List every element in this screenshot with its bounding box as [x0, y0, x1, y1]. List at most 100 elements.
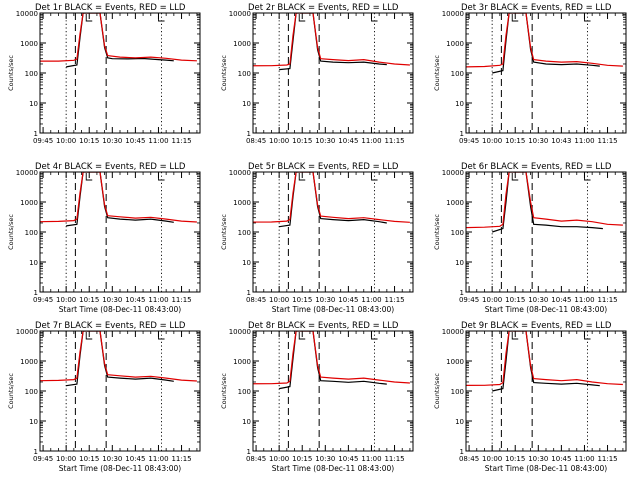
- x-tick-label: 11:00: [574, 455, 594, 463]
- x-tick-label: 11:15: [384, 137, 404, 145]
- detector-panel: Det 5r BLACK = Events, RED = LLD Counts/s…: [220, 162, 414, 314]
- flag-marker: [158, 332, 165, 340]
- panel-title: Det 3r BLACK = Events, RED = LLD: [461, 3, 612, 13]
- x-tick-label: 11:15: [171, 455, 191, 463]
- flag-marker: [298, 14, 306, 22]
- x-tick-label: 10:15: [505, 296, 525, 304]
- y-tick-label: 100: [238, 229, 251, 237]
- y-tick-label: 10: [29, 259, 38, 267]
- x-tick-label: 10:15: [292, 455, 312, 463]
- x-tick-label: 10:30: [315, 296, 335, 304]
- detector-panel: Det 6r BLACK = Events, RED = LLD Counts/s…: [433, 162, 627, 314]
- flag-marker: [85, 332, 93, 340]
- x-tick-label: 10:15: [292, 296, 312, 304]
- series-group: [253, 172, 410, 228]
- y-tick-label: 1: [34, 130, 38, 138]
- series-line-lld: [40, 13, 197, 62]
- x-axis-label: Start Time (08-Dec-11 08:43:00): [59, 305, 181, 314]
- x-tick-label: 10:30: [528, 455, 548, 463]
- x-tick-label: 11:00: [361, 455, 381, 463]
- flag-marker: [584, 332, 591, 340]
- x-tick-label: 09:45: [459, 137, 479, 145]
- y-tick-label: 1: [247, 448, 251, 456]
- flag-marker: [85, 14, 93, 22]
- x-tick-label: 10:45: [125, 296, 145, 304]
- x-tick-label: 10:30: [528, 137, 548, 145]
- y-tick-label: 10000: [229, 169, 251, 177]
- y-tick-label: 1: [34, 448, 38, 456]
- y-tick-label: 10000: [16, 328, 38, 336]
- x-tick-label: 10:30: [102, 296, 122, 304]
- series-line-lld: [253, 331, 410, 385]
- y-tick-label: 10: [455, 259, 464, 267]
- y-tick-label: 1000: [233, 199, 251, 207]
- series-group: [40, 13, 197, 68]
- y-axis-label: Counts/sec: [220, 214, 228, 250]
- y-tick-label: 1: [460, 448, 464, 456]
- panel-title: Det 8r BLACK = Events, RED = LLD: [248, 321, 399, 331]
- x-tick-label: 11:15: [171, 137, 191, 145]
- y-tick-label: 10000: [16, 169, 38, 177]
- x-tick-label: 10:45: [551, 455, 571, 463]
- x-tick-label: 11:00: [574, 137, 594, 145]
- flag-marker: [511, 173, 519, 181]
- y-tick-label: 100: [25, 229, 38, 237]
- x-tick-label: 11:00: [148, 296, 168, 304]
- x-tick-label: 10:30: [315, 137, 335, 145]
- plot-frame: [465, 12, 627, 134]
- detector-panel: Det 4r BLACK = Events, RED = LLD Counts/s…: [7, 162, 201, 314]
- y-tick-label: 1000: [446, 40, 464, 48]
- y-axis-label: Counts/sec: [7, 55, 15, 91]
- x-tick-label: 09:45: [33, 455, 53, 463]
- y-tick-label: 100: [238, 70, 251, 78]
- flag-marker: [584, 173, 591, 181]
- y-tick-label: 10: [242, 418, 251, 426]
- x-tick-label: 10:30: [528, 296, 548, 304]
- plot-frame: [465, 330, 627, 452]
- detector-panel: Det 2r BLACK = Events, RED = LLD Counts/s…: [220, 3, 414, 145]
- panel-title: Det 6r BLACK = Events, RED = LLD: [461, 162, 612, 172]
- y-axis-label: Counts/sec: [7, 214, 15, 250]
- y-tick-label: 1000: [20, 40, 38, 48]
- series-group: [466, 13, 623, 74]
- plot-frame: [39, 171, 201, 293]
- y-tick-label: 1: [247, 289, 251, 297]
- series-line-lld: [253, 13, 410, 67]
- detector-panel: Det 8r BLACK = Events, RED = LLD Counts/s…: [220, 321, 414, 473]
- series-group: [40, 331, 197, 387]
- series-group: [466, 172, 623, 233]
- y-tick-label: 1000: [20, 199, 38, 207]
- y-tick-label: 10000: [442, 328, 464, 336]
- y-tick-label: 1000: [446, 358, 464, 366]
- detector-panel: Det 3r BLACK = Events, RED = LLD Counts/s…: [433, 3, 627, 145]
- x-tick-label: 11:00: [574, 296, 594, 304]
- detector-panel: Det 1r BLACK = Events, RED = LLD Counts/s…: [7, 3, 201, 145]
- x-tick-label: 11:15: [597, 455, 617, 463]
- flag-marker: [85, 173, 93, 181]
- y-tick-label: 10: [29, 418, 38, 426]
- panel-title: Det 5r BLACK = Events, RED = LLD: [248, 162, 399, 172]
- y-axis-label: Counts/sec: [220, 55, 228, 91]
- y-tick-label: 1000: [233, 40, 251, 48]
- y-tick-label: 10000: [229, 10, 251, 18]
- y-tick-label: 1000: [446, 199, 464, 207]
- panel-title: Det 9r BLACK = Events, RED = LLD: [461, 321, 612, 331]
- detector-panel: Det 9r BLACK = Events, RED = LLD Counts/s…: [433, 321, 627, 473]
- flag-marker: [158, 173, 165, 181]
- panel-title: Det 4r BLACK = Events, RED = LLD: [35, 162, 186, 172]
- x-axis-label: Start Time (08-Dec-11 08:43:00): [272, 464, 394, 473]
- x-axis-label: Start Time (08-Dec-11 08:43:00): [59, 464, 181, 473]
- series-line-lld: [466, 13, 623, 68]
- y-axis-label: Counts/sec: [433, 214, 441, 250]
- y-axis-label: Counts/sec: [433, 55, 441, 91]
- y-tick-label: 100: [25, 388, 38, 396]
- x-tick-label: 11:15: [597, 137, 617, 145]
- series-line-events: [492, 331, 600, 392]
- y-tick-label: 100: [25, 70, 38, 78]
- flag-marker: [298, 173, 306, 181]
- x-tick-label: 11:00: [361, 137, 381, 145]
- panel-title: Det 1r BLACK = Events, RED = LLD: [35, 3, 186, 13]
- series-group: [253, 331, 410, 390]
- series-line-events: [492, 172, 603, 233]
